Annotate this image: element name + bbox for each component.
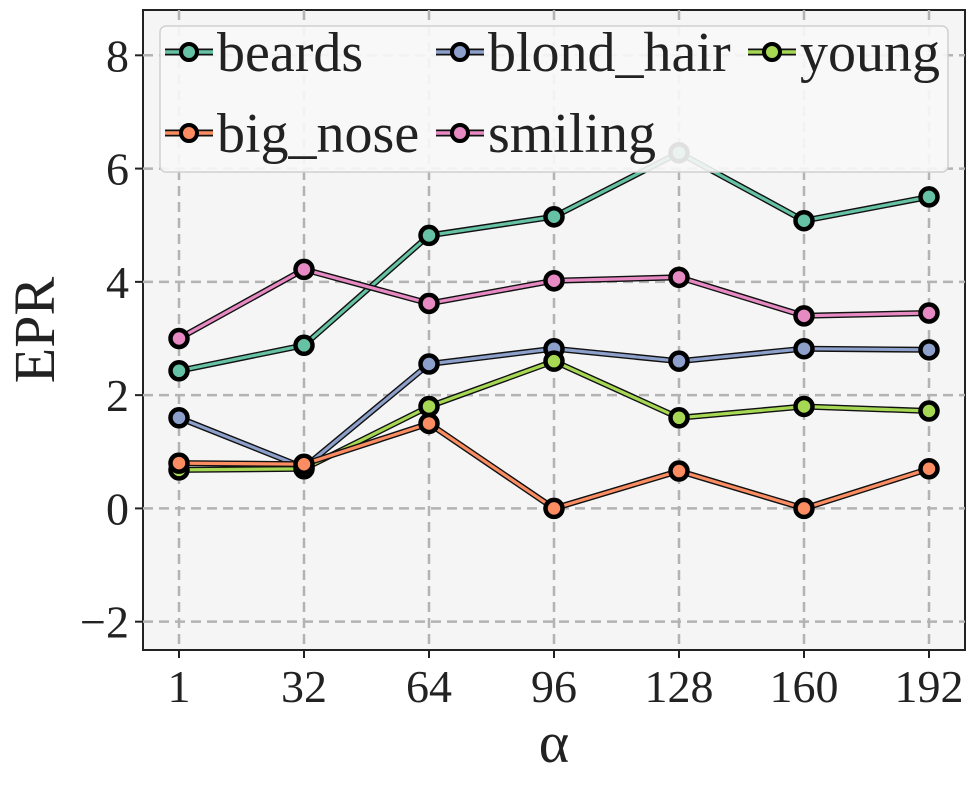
y-tick-label: 6 [106, 144, 129, 195]
y-tick-label: 8 [106, 30, 129, 81]
series-smiling [168, 258, 940, 350]
data-point [918, 186, 940, 208]
legend-box [159, 25, 949, 173]
legend-marker [450, 42, 470, 62]
data-point [543, 350, 565, 372]
series-big-nose [168, 412, 940, 520]
data-point [793, 497, 815, 520]
legend-marker [179, 42, 199, 62]
data-point [418, 412, 440, 435]
data-point [168, 327, 190, 350]
data-point [918, 458, 940, 480]
data-point [418, 353, 440, 375]
x-tick-label: 160 [770, 661, 839, 712]
legend-marker [450, 123, 470, 143]
data-point [543, 497, 565, 520]
data-point [293, 453, 315, 475]
data-point [668, 407, 690, 429]
x-tick-label: 64 [406, 661, 452, 712]
data-point [168, 407, 190, 429]
legend-item-smiling: smiling [436, 103, 656, 165]
legend-marker [762, 42, 782, 62]
series-layer [168, 141, 940, 520]
legend: beards blond_hair young big_nose smiling [159, 22, 949, 173]
series-beards [168, 141, 940, 382]
data-point [668, 350, 690, 372]
y-axis-title: EPR [2, 277, 67, 384]
x-tick-label: 1 [168, 661, 191, 712]
data-point [543, 269, 565, 292]
y-tick-label: 0 [106, 483, 129, 534]
legend-item-big-nose: big_nose [165, 103, 419, 165]
legend-item-young: young [748, 22, 940, 84]
legend-label: big_nose [217, 103, 419, 165]
legend-item-blond-hair: blond_hair [436, 22, 731, 84]
y-tick-label: 2 [106, 370, 129, 421]
data-point [918, 339, 940, 361]
legend-label: beards [217, 22, 363, 84]
legend-label: young [800, 22, 940, 84]
data-point [418, 224, 440, 247]
data-point [668, 266, 690, 289]
data-point [793, 209, 815, 232]
y-tick-label: 4 [106, 257, 129, 308]
data-point [918, 400, 940, 422]
data-point [168, 452, 190, 474]
data-point [293, 258, 315, 281]
x-axis-title: α [539, 710, 569, 775]
data-point [793, 337, 815, 360]
x-tick-label: 32 [281, 661, 327, 712]
x-tick-label: 192 [895, 661, 964, 712]
y-tick-label: −2 [80, 597, 129, 648]
legend-label: smiling [488, 103, 656, 165]
data-point [668, 460, 690, 482]
data-point [418, 292, 440, 315]
data-point [168, 360, 190, 382]
legend-item-beards: beards [165, 22, 363, 84]
legend-marker [179, 123, 199, 143]
x-tick-label: 96 [531, 661, 577, 712]
data-point [793, 305, 815, 327]
data-point [293, 334, 315, 357]
axes: 1 32 64 96 128 160 192 −2 0 2 4 6 8 [80, 30, 963, 712]
legend-label: blond_hair [488, 22, 731, 84]
data-point [543, 205, 565, 228]
data-point [918, 302, 940, 324]
data-point [418, 395, 440, 418]
x-tick-label: 128 [645, 661, 714, 712]
data-point [793, 395, 815, 418]
